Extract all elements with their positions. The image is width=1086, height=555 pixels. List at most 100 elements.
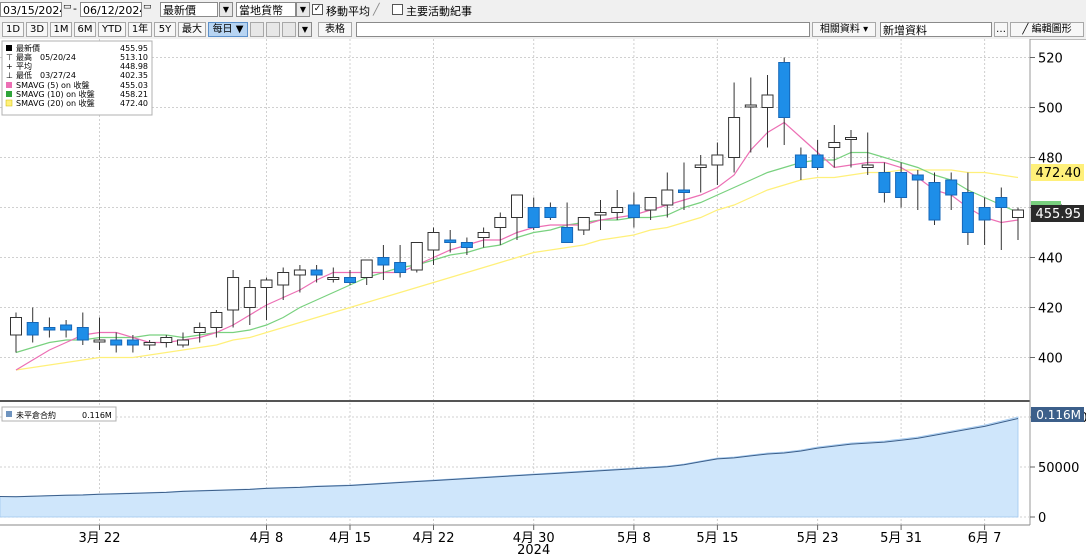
period-ytd-button[interactable]: YTD [98,22,126,37]
currency-select[interactable]: 當地貨幣 [236,2,296,17]
calendar-icon[interactable]: ▭ [143,2,152,12]
candlestick [561,202,574,243]
legend-sma5-value: 455.03 [120,81,148,90]
candle-body [93,339,106,343]
chevron-down-icon[interactable]: ▼ [219,2,233,17]
legend-last-label: 最新價 [16,43,40,53]
pencil-icon[interactable]: ╱ [373,3,380,16]
price-field-select[interactable]: 最新價 [160,2,218,17]
toolbar: 03/15/2024 ▭ - 06/12/2024 ▭ 最新價 ▼ 當地貨幣 ▼… [0,0,1086,21]
candle-body [344,277,356,283]
candlestick [644,197,657,220]
candle-body [460,242,473,248]
candlestick [711,142,724,185]
oi-legend-label: 未平倉合約 [16,410,56,420]
edit-chart-button[interactable]: ╱ 編輯圖形 [1010,22,1084,37]
candle-body [410,242,423,271]
candle-body [544,207,557,218]
search-field[interactable] [356,22,810,37]
period-1m-button[interactable]: 1M [50,22,72,37]
frequency-label: 每日 [212,24,233,35]
chevron-down-icon[interactable]: ▼ [298,22,312,37]
x-tick-label: 6月 7 [968,531,1002,546]
candle-body [878,172,891,193]
chart-style-button[interactable] [266,22,280,37]
candlesticks [10,57,1024,353]
oi-tick-label: 50000 [1038,461,1079,476]
calendar-icon[interactable]: ▭ [63,2,72,12]
candlestick [427,227,440,265]
candlestick [344,270,356,285]
candle-body [76,327,89,341]
candlestick [293,265,306,293]
open-interest-area [0,416,1019,518]
sma-line-20 [15,169,1019,371]
period-1y-button[interactable]: 1年 [128,22,152,37]
candle-body [277,272,290,286]
candle-body [43,327,56,331]
frequency-select[interactable]: 每日 ▼ [208,22,248,37]
candlestick [243,280,256,325]
candle-body [260,279,273,288]
candlestick [110,332,123,353]
sma10-marker [1031,201,1061,207]
oi-y-axis: 050000100000 [1030,411,1086,526]
candlestick [961,172,974,245]
candlestick [678,162,690,210]
legend-low-label: 最低 [16,70,32,80]
period-5y-button[interactable]: 5Y [154,22,176,37]
candle-body [778,62,791,118]
candle-body [444,239,457,243]
candlestick [895,162,908,208]
start-date-field[interactable]: 03/15/2024 [0,2,62,17]
x-tick-label: 4月 30 [513,531,555,546]
date-separator: - [73,2,77,15]
candlestick [460,237,473,255]
candle-body [527,207,540,228]
candlestick [778,57,791,145]
candlestick [126,335,139,353]
candle-body [811,154,824,168]
last-price-marker [6,45,12,51]
events-checkbox[interactable] [392,4,403,15]
candlestick [544,202,557,220]
candle-body [794,154,807,168]
add-data-button[interactable]: … [994,22,1008,37]
end-date-field[interactable]: 06/12/2024 [80,2,142,17]
legend-high-label: 最高 [16,52,32,62]
x-tick-label: 5月 15 [696,531,738,546]
candlestick [828,125,841,168]
legend-sma10-label: SMAVG (10) on 收盤 [16,89,95,99]
candlestick [527,197,540,230]
average-marker-icon: + [6,62,13,71]
candlestick [911,170,924,210]
candlestick [394,245,407,278]
period-3d-button[interactable]: 3D [26,22,48,37]
candle-body [494,217,507,228]
chart-style-button[interactable] [282,22,296,37]
candle-body [644,197,657,211]
period-1d-button[interactable]: 1D [2,22,24,37]
candle-body [143,342,156,346]
x-tick-label: 4月 22 [413,531,455,546]
moving-average-checkbox[interactable]: ✓ [312,4,323,15]
chevron-down-icon[interactable]: ▼ [296,2,310,17]
period-toolbar: 1D 3D 1M 6M YTD 1年 5Y 最大 每日 ▼ ▼ 表格 相關資料 … [0,20,1086,40]
legend-sma5-label: SMAVG (5) on 收盤 [16,80,90,90]
candle-body [661,189,674,206]
candle-body [243,287,256,308]
table-view-button[interactable]: 表格 [318,22,352,37]
candle-body [1012,209,1024,218]
period-max-button[interactable]: 最大 [178,22,206,37]
candlestick [477,227,490,248]
candle-body [327,277,340,280]
candlestick [978,197,991,245]
candlestick [694,155,707,193]
related-data-button[interactable]: 相關資料 ▾ [812,22,876,37]
chart-style-button[interactable] [250,22,264,37]
price-legend: 最新價 455.95 ⊤ 最高 05/20/24 513.10 + 平均 448… [1,40,153,116]
period-6m-button[interactable]: 6M [74,22,96,37]
x-year-label: 2024 [517,543,550,555]
candle-body [511,194,523,218]
add-data-field[interactable]: 新增資料 [880,22,992,37]
